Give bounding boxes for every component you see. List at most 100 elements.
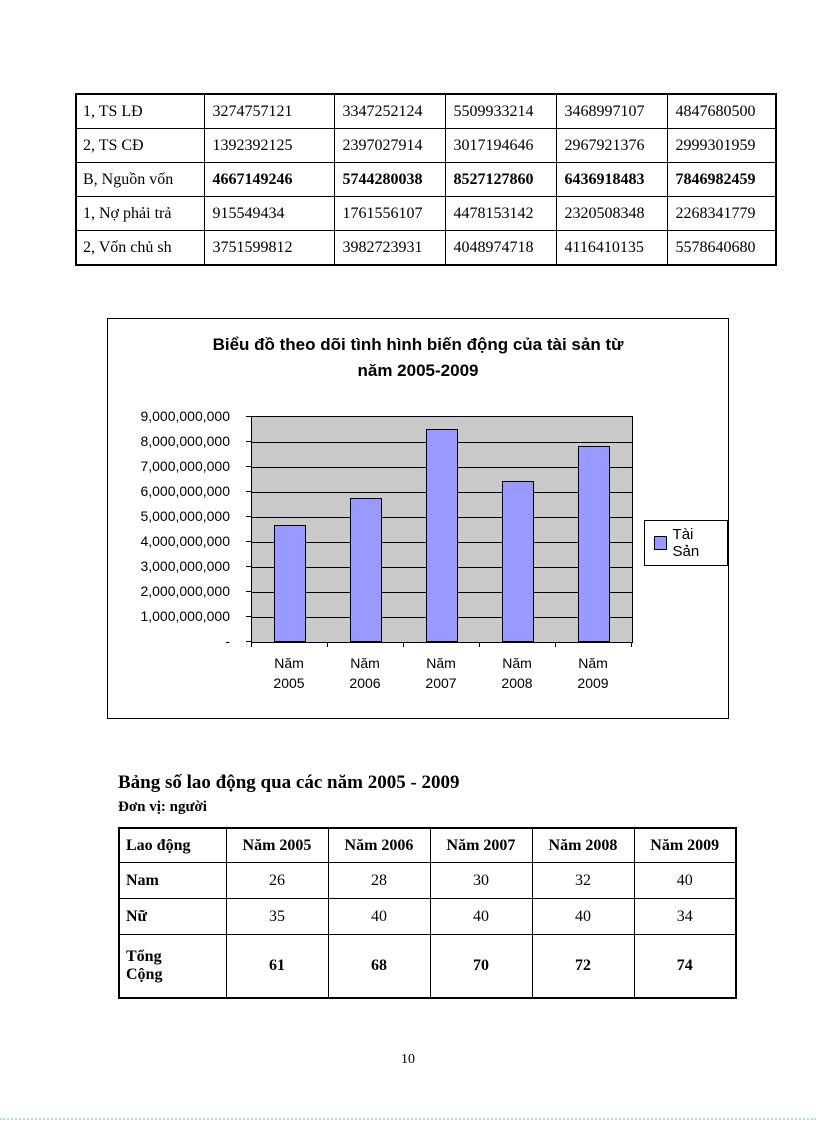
y-tick-label: - (225, 633, 230, 649)
table-cell: 4048974718 (444, 230, 557, 266)
labor-heading: Bảng số lao động qua các năm 2005 - 2009 (118, 772, 460, 793)
row-label: 1, TS LĐ (75, 93, 205, 129)
table-cell: 1761556107 (333, 196, 446, 231)
table-cell: 4667149246 (203, 162, 335, 197)
table-row: 1, Nợ phải trả 915549434 1761556107 4478… (75, 196, 777, 231)
table-cell: 5744280038 (333, 162, 446, 197)
x-tick-mark (479, 642, 480, 647)
table-cell: 6436918483 (555, 162, 668, 197)
table-cell: 3982723931 (333, 230, 446, 266)
table-cell: 28 (327, 862, 431, 899)
table-cell: 5509933214 (444, 93, 557, 129)
y-tick-label: 8,000,000,000 (140, 433, 230, 449)
y-tick-label: 2,000,000,000 (140, 583, 230, 599)
table-cell: 2999301959 (666, 128, 777, 163)
x-tick-label: Năm 2006 (349, 655, 381, 692)
table-cell: 35 (225, 898, 329, 935)
row-label: 2, TS CĐ (75, 128, 205, 163)
table-row: 1, TS LĐ 3274757121 3347252124 550993321… (75, 93, 777, 129)
table-cell: 30 (429, 862, 533, 899)
bar-năm-2006 (350, 498, 382, 642)
y-tick-label: 4,000,000,000 (140, 533, 230, 549)
x-tick-label: Năm 2005 (273, 655, 305, 692)
y-tick-mark (246, 466, 251, 467)
table-cell: 61 (225, 934, 329, 999)
y-tick-mark (246, 516, 251, 517)
x-tick-label: Năm 2007 (425, 655, 457, 692)
table-cell: 34 (633, 898, 737, 935)
y-tick-label: 1,000,000,000 (140, 608, 230, 624)
column-header: Năm 2005 (225, 827, 329, 863)
plot-area (251, 416, 633, 643)
y-tick-mark (246, 541, 251, 542)
row-label: B, Nguồn vốn (75, 162, 205, 197)
y-tick-label: 5,000,000,000 (140, 508, 230, 524)
table-header-row: Lao động Năm 2005 Năm 2006 Năm 2007 Năm … (118, 827, 737, 863)
table-cell: 4116410135 (555, 230, 668, 266)
table-cell: 26 (225, 862, 329, 899)
table-row: 2, Vốn chủ sh 3751599812 3982723931 4048… (75, 230, 777, 266)
x-axis-labels: Năm 2005 Năm 2006 Năm 2007 Năm 2008 Năm 2009 (251, 653, 631, 694)
table-cell: 3274757121 (203, 93, 335, 129)
y-tick-label: 7,000,000,000 (140, 458, 230, 474)
chart-title: Biểu đồ theo dõi tình hình biến động của… (212, 335, 624, 380)
legend-label: Tài Sản (672, 526, 700, 560)
table-cell: 3017194646 (444, 128, 557, 163)
labor-unit-label: Đơn vị: người (118, 799, 207, 815)
column-header: Năm 2006 (327, 827, 431, 863)
table-cell: 7846982459 (666, 162, 777, 197)
table-cell: 40 (327, 898, 431, 935)
column-header: Năm 2008 (531, 827, 635, 863)
table-cell: 70 (429, 934, 533, 999)
bar-năm-2008 (502, 481, 534, 642)
table-cell: 4478153142 (444, 196, 557, 231)
y-tick-mark (246, 616, 251, 617)
x-tick-mark (251, 642, 252, 647)
column-header: Lao động (118, 827, 227, 863)
y-tick-mark (246, 591, 251, 592)
table-cell: 2268341779 (666, 196, 777, 231)
table-cell: 3347252124 (333, 93, 446, 129)
column-header: Năm 2009 (633, 827, 737, 863)
table-cell: 3468997107 (555, 93, 668, 129)
chart-legend: Tài Sản (644, 520, 728, 566)
y-tick-mark (246, 566, 251, 567)
row-label: Nam (118, 862, 227, 899)
bar-năm-2009 (578, 446, 610, 642)
table-cell: 915549434 (203, 196, 335, 231)
page-break-marker (0, 1118, 816, 1120)
y-tick-label: 6,000,000,000 (140, 483, 230, 499)
table-cell: 72 (531, 934, 635, 999)
table-cell: 5578640680 (666, 230, 777, 266)
bar-năm-2005 (274, 525, 306, 642)
table-cell: 2397027914 (333, 128, 446, 163)
legend-swatch-icon (654, 536, 667, 550)
page-number: 10 (401, 1052, 415, 1067)
asset-chart: Biểu đồ theo dõi tình hình biến động của… (107, 318, 729, 719)
labor-table: Lao động Năm 2005 Năm 2006 Năm 2007 Năm … (118, 827, 737, 999)
table-cell: 8527127860 (444, 162, 557, 197)
x-tick-mark (555, 642, 556, 647)
table-cell: 40 (633, 862, 737, 899)
row-label: Nữ (118, 898, 227, 935)
column-header: Năm 2007 (429, 827, 533, 863)
y-tick-mark (246, 491, 251, 492)
y-tick-mark (246, 641, 251, 642)
y-tick-mark (246, 416, 251, 417)
table-row: Nữ 35 40 40 40 34 (118, 898, 737, 935)
y-tick-mark (246, 441, 251, 442)
row-label: 2, Vốn chủ sh (75, 230, 205, 266)
x-tick-label: Năm 2008 (501, 655, 533, 692)
table-cell: 40 (531, 898, 635, 935)
table-row-total: Tổng Cộng 61 68 70 72 74 (118, 934, 737, 999)
table-row: B, Nguồn vốn 4667149246 5744280038 85271… (75, 162, 777, 197)
x-tick-mark (631, 642, 632, 647)
x-tick-mark (327, 642, 328, 647)
y-tick-label: 9,000,000,000 (140, 408, 230, 424)
y-tick-label: 3,000,000,000 (140, 558, 230, 574)
bar-năm-2007 (426, 429, 458, 642)
table-cell: 1392392125 (203, 128, 335, 163)
table-cell: 68 (327, 934, 431, 999)
row-label: 1, Nợ phải trả (75, 196, 205, 231)
